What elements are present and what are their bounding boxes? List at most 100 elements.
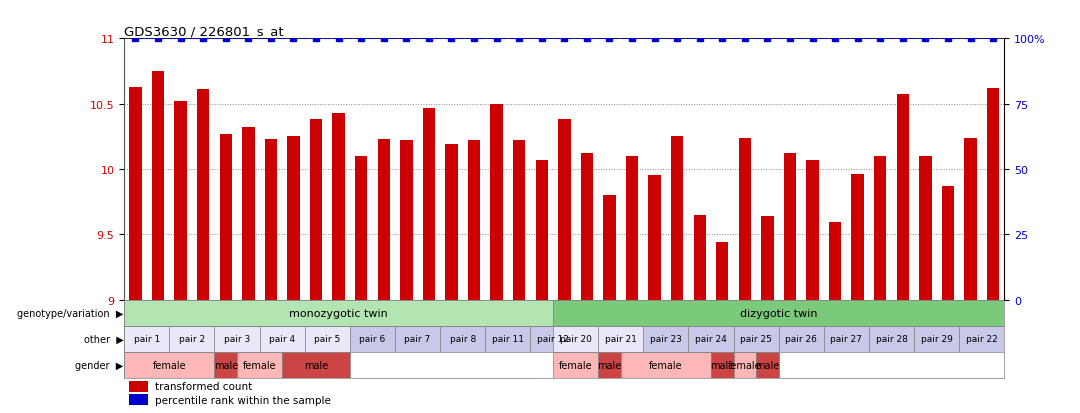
Text: GDS3630 / 226801_s_at: GDS3630 / 226801_s_at <box>124 25 284 38</box>
Bar <box>400 141 413 300</box>
Bar <box>485 326 530 352</box>
Bar <box>914 326 959 352</box>
Bar <box>170 326 215 352</box>
Bar <box>130 88 141 300</box>
Bar <box>869 326 914 352</box>
Text: dizygotic twin: dizygotic twin <box>740 308 818 318</box>
Text: male: male <box>597 360 622 370</box>
Bar <box>350 326 395 352</box>
Bar <box>716 242 729 300</box>
Bar <box>355 157 367 300</box>
Bar <box>124 300 553 326</box>
Text: percentile rank within the sample: percentile rank within the sample <box>156 395 330 405</box>
Bar <box>829 223 841 300</box>
Bar <box>824 326 869 352</box>
Bar <box>779 326 824 352</box>
Bar <box>422 108 435 300</box>
Text: male: male <box>755 360 780 370</box>
Text: pair 3: pair 3 <box>224 335 251 343</box>
Text: gender  ▶: gender ▶ <box>76 360 123 370</box>
Text: pair 2: pair 2 <box>179 335 205 343</box>
Text: female: female <box>649 360 683 370</box>
Bar <box>874 157 887 300</box>
Text: male: male <box>711 360 734 370</box>
Bar <box>124 352 215 378</box>
Bar <box>807 160 819 300</box>
Bar <box>305 326 350 352</box>
Bar <box>648 176 661 300</box>
Text: female: female <box>728 360 761 370</box>
Text: pair 21: pair 21 <box>605 335 637 343</box>
Bar <box>598 352 621 378</box>
Bar <box>197 90 210 300</box>
Bar <box>553 326 598 352</box>
Bar <box>644 326 688 352</box>
Text: pair 20: pair 20 <box>559 335 592 343</box>
Bar <box>287 137 299 300</box>
Bar <box>282 352 350 378</box>
Bar <box>124 326 170 352</box>
Text: pair 5: pair 5 <box>314 335 340 343</box>
Bar <box>215 352 237 378</box>
Bar <box>987 89 999 300</box>
Text: female: female <box>243 360 276 370</box>
Text: pair 6: pair 6 <box>360 335 386 343</box>
Bar <box>553 352 598 378</box>
Bar <box>784 154 796 300</box>
Text: monozygotic twin: monozygotic twin <box>289 308 388 318</box>
Bar <box>604 196 616 300</box>
Bar <box>174 102 187 300</box>
Bar <box>625 157 638 300</box>
Bar <box>259 326 305 352</box>
Bar <box>333 114 345 300</box>
Bar <box>530 326 576 352</box>
Text: pair 25: pair 25 <box>740 335 772 343</box>
Text: genotype/variation  ▶: genotype/variation ▶ <box>17 308 123 318</box>
Text: pair 23: pair 23 <box>650 335 681 343</box>
Text: pair 28: pair 28 <box>876 335 907 343</box>
Bar <box>733 352 756 378</box>
Text: pair 29: pair 29 <box>921 335 953 343</box>
Bar <box>310 120 322 300</box>
Text: pair 7: pair 7 <box>405 335 431 343</box>
Bar <box>129 394 148 406</box>
Bar <box>964 138 976 300</box>
Text: pair 11: pair 11 <box>491 335 524 343</box>
Bar <box>219 134 232 300</box>
Bar <box>959 326 1004 352</box>
Text: pair 24: pair 24 <box>696 335 727 343</box>
Text: pair 1: pair 1 <box>134 335 160 343</box>
Bar <box>215 326 259 352</box>
Bar <box>378 140 390 300</box>
Bar <box>621 352 711 378</box>
Text: pair 8: pair 8 <box>449 335 476 343</box>
Text: female: female <box>152 360 186 370</box>
Bar <box>581 154 593 300</box>
Text: pair 4: pair 4 <box>269 335 295 343</box>
Bar <box>558 120 570 300</box>
Bar <box>739 138 751 300</box>
Text: male: male <box>303 360 328 370</box>
Text: other  ▶: other ▶ <box>83 334 123 344</box>
Bar <box>265 140 278 300</box>
Text: pair 26: pair 26 <box>785 335 818 343</box>
Bar <box>441 326 485 352</box>
Bar <box>237 352 282 378</box>
Bar <box>395 326 441 352</box>
Bar <box>693 215 706 300</box>
Bar <box>129 381 148 392</box>
Text: pair 27: pair 27 <box>831 335 862 343</box>
Text: female: female <box>558 360 593 370</box>
Bar <box>688 326 733 352</box>
Bar <box>942 186 955 300</box>
Bar <box>851 175 864 300</box>
Bar <box>152 72 164 300</box>
Bar <box>919 157 932 300</box>
Bar <box>896 95 909 300</box>
Text: pair 22: pair 22 <box>966 335 998 343</box>
Bar <box>445 145 458 300</box>
Bar <box>490 104 503 300</box>
Bar <box>671 137 684 300</box>
Bar <box>598 326 644 352</box>
Bar <box>761 216 773 300</box>
